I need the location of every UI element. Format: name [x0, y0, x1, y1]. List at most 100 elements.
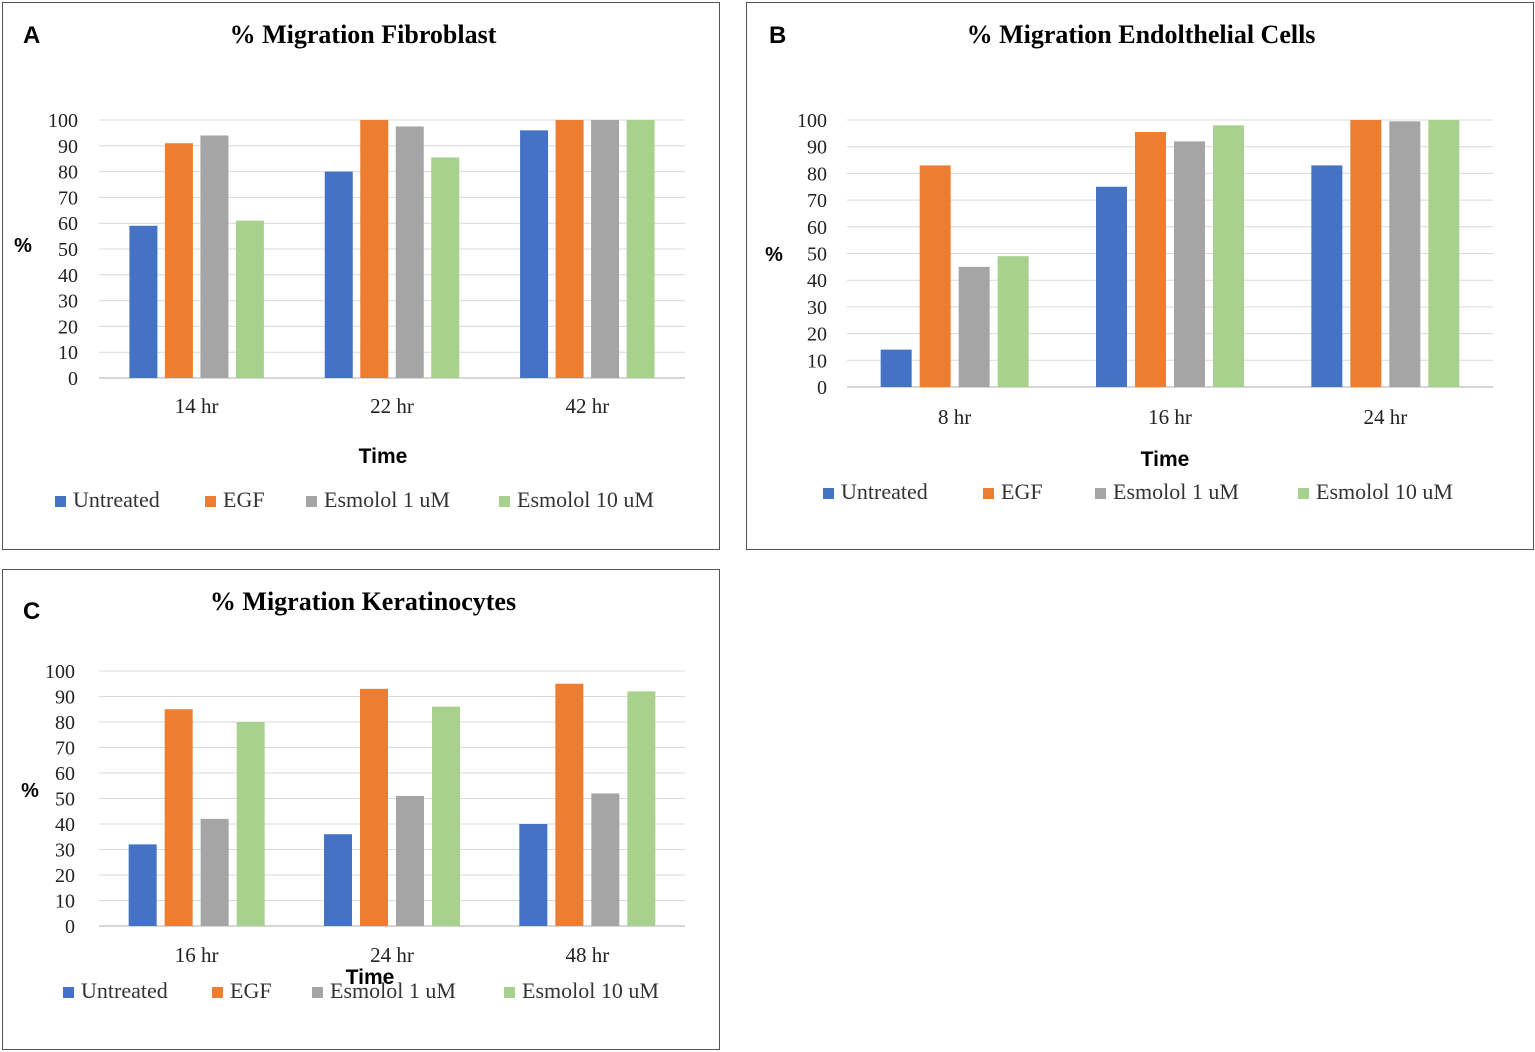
bar-esmolol-1-um	[1389, 121, 1421, 388]
y-tick-label: 60	[807, 217, 827, 239]
y-tick-label: 30	[55, 840, 75, 862]
y-tick-label: 40	[55, 814, 75, 836]
bar-untreated	[324, 834, 352, 926]
bar-esmolol-10-um	[235, 220, 264, 378]
y-tick-label: 100	[48, 110, 78, 132]
bar-egf	[1350, 120, 1382, 387]
legend-label: Esmolol 1 uM	[324, 487, 450, 512]
bar-esmolol-10-um	[1213, 125, 1244, 387]
legend-swatch	[312, 987, 323, 998]
legend-label: EGF	[1001, 479, 1043, 504]
chart-title: % Migration Keratinocytes	[210, 587, 516, 616]
bar-esmolol-1-um	[200, 818, 229, 926]
chart-title: % Migration Endolthelial Cells	[967, 20, 1316, 49]
legend-label: Esmolol 10 uM	[517, 487, 654, 512]
x-axis-label: Time	[359, 445, 408, 468]
y-tick-label: 0	[65, 916, 75, 938]
panel-label: A	[23, 22, 40, 49]
legend-swatch	[212, 987, 223, 998]
bar-egf	[1135, 132, 1166, 387]
legend: Untreated EGF Esmolol 1 uM Esmolol 10 uM	[63, 978, 659, 1003]
y-tick-label: 60	[55, 763, 75, 785]
category-label: 48 hr	[565, 943, 609, 967]
y-tick-label: 30	[58, 291, 78, 313]
panel-label: C	[23, 598, 40, 625]
bar-untreated	[128, 844, 157, 926]
legend-swatch	[306, 496, 317, 507]
chart-svg-a: A % Migration Fibroblast % Time 0 10 20 30 4…	[14, 20, 685, 512]
y-tick-label: 20	[58, 316, 78, 338]
legend-swatch	[504, 987, 515, 998]
y-tick-label: 70	[58, 187, 78, 209]
plot-area: 0 10 20 30 40 50 60 70 80 90 100 16 hr 24 hr 48 hr	[45, 661, 685, 967]
bar-esmolol-10-um	[627, 691, 656, 926]
category-label: 14 hr	[175, 394, 219, 418]
panel-label: B	[769, 22, 786, 49]
y-tick-label: 20	[807, 324, 827, 346]
legend-swatch	[63, 987, 74, 998]
legend-label: Esmolol 1 uM	[1113, 479, 1239, 504]
category-label: 24 hr	[1363, 405, 1407, 429]
bar-egf	[919, 165, 951, 387]
y-tick-label: 20	[55, 865, 75, 887]
legend-swatch	[983, 488, 994, 499]
bar-esmolol-10-um	[626, 120, 655, 378]
y-tick-label: 10	[58, 342, 78, 364]
chart-svg-c: C % Migration Keratinocytes % Time 0 10 20…	[21, 587, 685, 1003]
category-label: 24 hr	[370, 943, 414, 967]
category-label: 16 hr	[1148, 405, 1192, 429]
legend-swatch	[205, 496, 216, 507]
y-tick-label: 40	[807, 270, 827, 292]
category-label: 22 hr	[370, 394, 414, 418]
y-tick-label: 40	[58, 265, 78, 287]
legend-label: Untreated	[73, 487, 160, 512]
y-axis-label: %	[14, 235, 32, 257]
legend-label: Untreated	[841, 479, 928, 504]
bar-esmolol-1-um	[1174, 141, 1205, 387]
y-tick-label: 90	[807, 137, 827, 159]
bar-untreated	[520, 130, 549, 378]
bar-esmolol-10-um	[432, 706, 460, 926]
legend-label: EGF	[230, 978, 272, 1003]
y-tick-label: 70	[807, 190, 827, 212]
bar-untreated	[1096, 186, 1127, 387]
y-tick-label: 10	[807, 350, 827, 372]
chart-svg-b: B % Migration Endolthelial Cells % Time …	[765, 20, 1493, 504]
y-axis-label: %	[21, 780, 39, 802]
legend-swatch	[499, 496, 510, 507]
bar-esmolol-1-um	[200, 135, 229, 378]
y-tick-label: 60	[58, 213, 78, 235]
y-tick-label: 80	[55, 712, 75, 734]
y-tick-label: 90	[55, 687, 75, 709]
bar-esmolol-10-um	[1428, 120, 1460, 387]
bar-egf	[555, 683, 584, 926]
y-tick-label: 100	[797, 110, 827, 132]
legend-swatch	[1095, 488, 1106, 499]
y-tick-label: 80	[807, 163, 827, 185]
y-tick-label: 80	[58, 162, 78, 184]
bar-untreated	[1311, 165, 1343, 387]
bar-esmolol-1-um	[958, 266, 990, 387]
plot-area: 0 10 20 30 40 50 60 70 80 90 100 8 hr 16 hr 24 hr	[797, 110, 1493, 429]
category-label: 16 hr	[175, 943, 219, 967]
bar-egf	[555, 120, 584, 378]
legend-swatch	[55, 496, 66, 507]
bar-egf	[360, 688, 388, 926]
bar-untreated	[129, 225, 158, 378]
bar-untreated	[324, 171, 353, 378]
chart-panel-b: B % Migration Endolthelial Cells % Time …	[746, 2, 1534, 550]
chart-title: % Migration Fibroblast	[230, 20, 497, 49]
bar-egf	[164, 709, 193, 926]
bar-esmolol-1-um	[591, 120, 620, 378]
y-tick-label: 30	[807, 297, 827, 319]
y-axis-label: %	[765, 244, 783, 266]
bar-untreated	[519, 824, 548, 926]
legend-label: EGF	[223, 487, 265, 512]
bar-esmolol-10-um	[431, 157, 460, 378]
bar-esmolol-1-um	[396, 795, 424, 926]
legend-swatch	[1298, 488, 1309, 499]
bar-untreated	[880, 349, 912, 387]
bar-egf	[360, 120, 389, 378]
bar-egf	[164, 143, 193, 378]
bar-esmolol-10-um	[236, 722, 265, 926]
